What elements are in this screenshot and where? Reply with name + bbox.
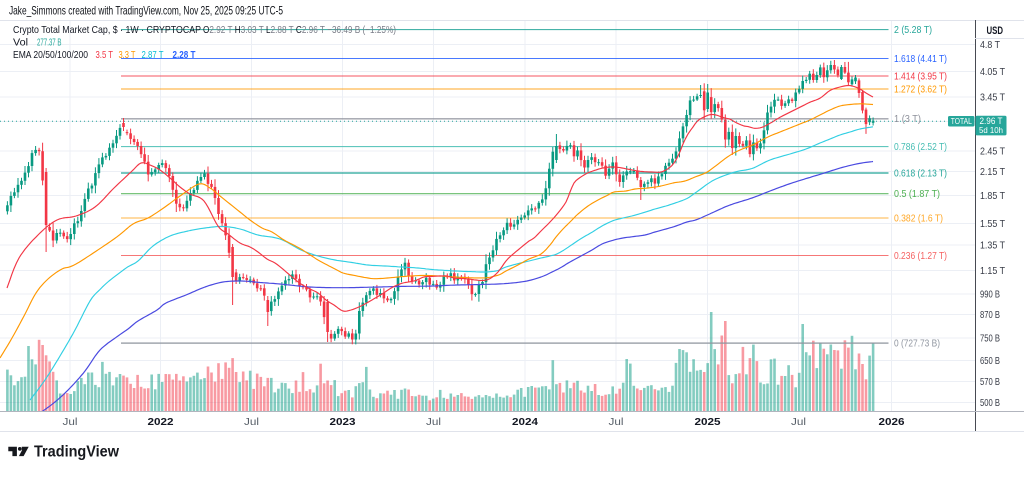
svg-text:Jul: Jul: [609, 416, 624, 428]
svg-text:EMA 20/50/100/200: EMA 20/50/100/200: [13, 49, 88, 61]
svg-text:2022: 2022: [148, 416, 174, 428]
svg-text:990 B: 990 B: [980, 289, 1000, 301]
svg-text:0.786 (2.52 T): 0.786 (2.52 T): [894, 141, 947, 153]
svg-text:4.8 T: 4.8 T: [980, 39, 1000, 51]
svg-text:TradingView: TradingView: [34, 444, 120, 461]
svg-text:0.382 (1.6 T): 0.382 (1.6 T): [894, 212, 943, 224]
svg-text:2.28 T: 2.28 T: [173, 49, 196, 61]
svg-text:5d 10h: 5d 10h: [979, 125, 1003, 135]
svg-text:2.15 T: 2.15 T: [980, 166, 1005, 178]
svg-text:870 B: 870 B: [980, 309, 1000, 321]
svg-text:277.37 B: 277.37 B: [37, 37, 62, 49]
svg-text:570 B: 570 B: [980, 376, 1000, 388]
svg-text:Jul: Jul: [244, 416, 259, 428]
svg-text:Jul: Jul: [426, 416, 441, 428]
svg-text:1 (3 T): 1 (3 T): [894, 113, 921, 125]
svg-text:2026: 2026: [879, 416, 905, 428]
svg-text:1.414 (3.95 T): 1.414 (3.95 T): [894, 70, 947, 82]
svg-text:0.5 (1.87 T): 0.5 (1.87 T): [894, 188, 940, 200]
svg-text:1.85 T: 1.85 T: [980, 190, 1005, 202]
svg-text:0.618 (2.13 T): 0.618 (2.13 T): [894, 167, 947, 179]
svg-text:1.272 (3.62 T): 1.272 (3.62 T): [894, 83, 947, 95]
svg-text:500 B: 500 B: [980, 397, 1000, 409]
svg-text:Jul: Jul: [63, 416, 78, 428]
svg-text:Crypto Total Market Cap, $ · 1: Crypto Total Market Cap, $ · 1W · CRYPTO…: [13, 24, 201, 36]
svg-text:Jake_Simmons created with Trad: Jake_Simmons created with TradingView.co…: [9, 4, 283, 18]
svg-text:0.236 (1.27 T): 0.236 (1.27 T): [894, 250, 947, 262]
svg-text:3.5 T: 3.5 T: [96, 49, 114, 61]
svg-text:3.45 T: 3.45 T: [980, 91, 1005, 103]
svg-text:1.618 (4.41 T): 1.618 (4.41 T): [894, 53, 947, 65]
svg-text:2025: 2025: [695, 416, 721, 428]
svg-text:TOTAL: TOTAL: [951, 117, 972, 126]
svg-text:O2.92 T H3.03 T L2.88 T C2.96: O2.92 T H3.03 T L2.88 T C2.96 T −36.49 B…: [203, 24, 396, 36]
svg-text:2024: 2024: [512, 416, 538, 428]
svg-text:1.15 T: 1.15 T: [980, 265, 1005, 277]
svg-text:2023: 2023: [330, 416, 356, 428]
svg-text:1.55 T: 1.55 T: [980, 218, 1005, 230]
svg-text:4.05 T: 4.05 T: [980, 66, 1005, 78]
svg-text:0 (727.73 B): 0 (727.73 B): [894, 337, 940, 349]
svg-text:Vol: Vol: [13, 37, 28, 49]
svg-text:Jul: Jul: [791, 416, 806, 428]
svg-text:USD: USD: [987, 25, 1004, 37]
svg-text:2.87 T: 2.87 T: [142, 49, 164, 61]
svg-text:2 (5.28 T): 2 (5.28 T): [894, 24, 932, 36]
svg-text:1.35 T: 1.35 T: [980, 240, 1005, 252]
svg-text:650 B: 650 B: [980, 355, 1000, 367]
svg-text:3.3 T: 3.3 T: [119, 49, 136, 61]
svg-text:750 B: 750 B: [980, 333, 1000, 345]
svg-text:2.45 T: 2.45 T: [980, 145, 1005, 157]
